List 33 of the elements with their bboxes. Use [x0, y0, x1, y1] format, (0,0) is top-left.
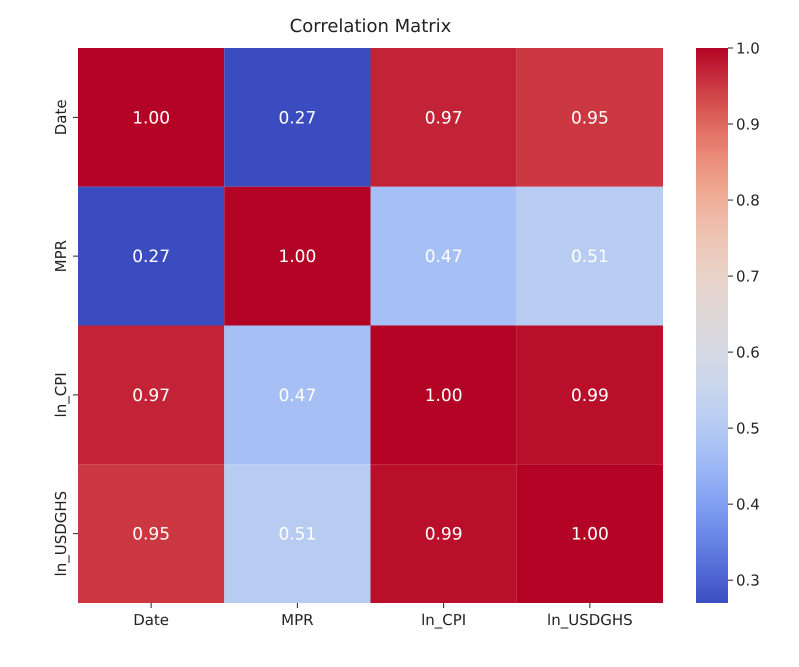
data-label: 1.00: [424, 386, 463, 406]
data-label: 0.51: [278, 524, 316, 545]
x-tick-label: MPR: [281, 611, 314, 629]
color-bar-label: 0.8: [736, 191, 760, 210]
data-label: 0.99: [424, 524, 463, 545]
data-label: 0.99: [570, 386, 609, 406]
color-bar-label: 0.6: [736, 343, 760, 362]
color-bar-label: 1.0: [736, 39, 760, 58]
y-tick-label: MPR: [52, 240, 70, 272]
color-bar-label: 0.4: [736, 495, 760, 514]
color-bar-label: 0.3: [736, 571, 760, 590]
x-tick-label: Date: [133, 611, 170, 629]
x-tick-label: ln_CPI: [421, 611, 466, 629]
data-label: 0.27: [278, 108, 316, 128]
data-label: 0.95: [570, 108, 609, 128]
data-label: 0.27: [132, 247, 170, 268]
y-tick-label: ln_CPI: [52, 372, 70, 418]
color-bar-label: 0.9: [736, 115, 760, 134]
color-bar-label: 0.5: [736, 419, 760, 438]
x-tick-label: ln_USDGHS: [547, 611, 633, 629]
y-tick-label: ln_USDGHS: [52, 490, 70, 576]
data-label: 0.97: [424, 108, 463, 128]
data-label: 0.97: [132, 386, 170, 406]
data-label: 0.95: [132, 524, 170, 545]
data-label: 0.47: [424, 247, 463, 268]
data-label: 0.51: [570, 247, 609, 268]
data-label: 1.00: [570, 524, 609, 545]
data-label: 0.47: [278, 386, 316, 406]
data-label: 1.00: [132, 108, 170, 128]
color-bar-label: 0.7: [736, 267, 760, 286]
chart-title: Correlation Matrix: [290, 16, 452, 37]
y-tick-label: Date: [52, 99, 70, 136]
data-label: 1.00: [278, 247, 316, 268]
